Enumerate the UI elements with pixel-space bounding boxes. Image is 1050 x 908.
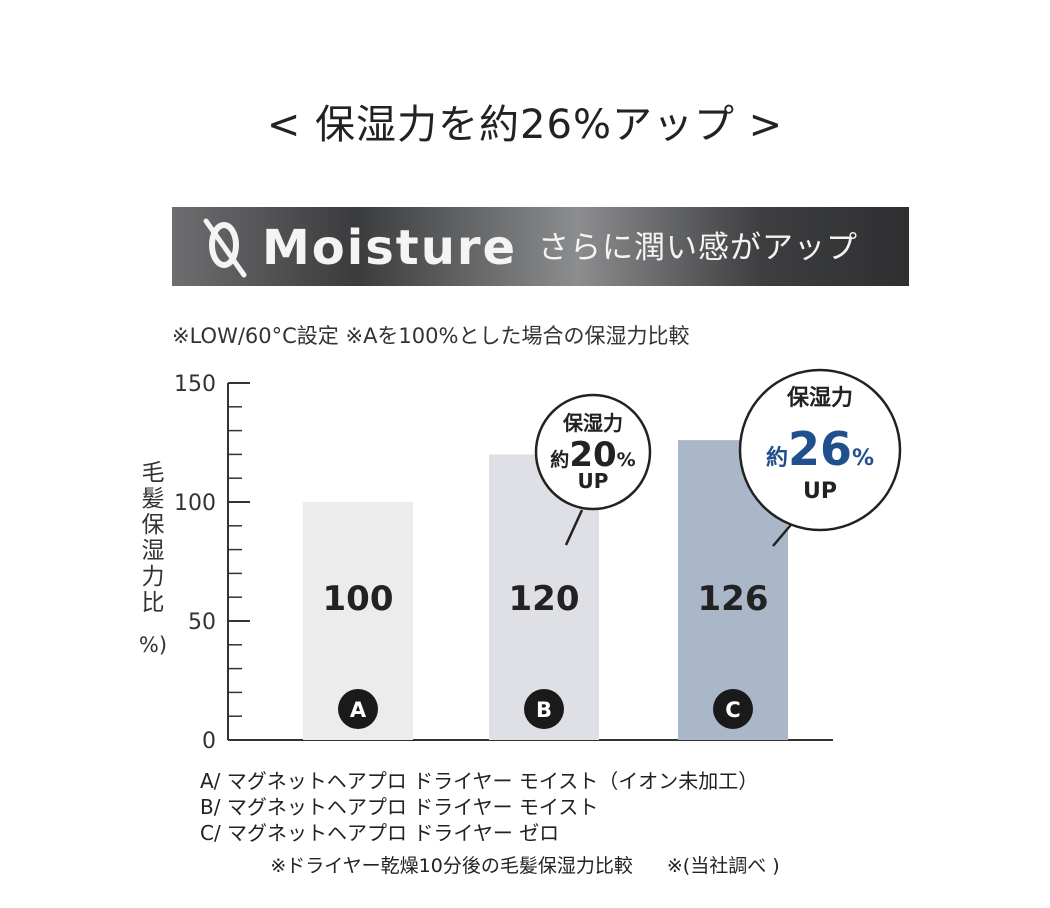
- footnote: ※ドライヤー乾燥10分後の毛髪保湿力比較 ※(当社調べ ): [0, 851, 1050, 878]
- y-axis-label-char: 湿: [142, 538, 165, 564]
- banner-title: Moisture: [262, 220, 518, 276]
- callout-suffix: UP: [578, 469, 609, 493]
- callout-value-line: 約20%: [550, 435, 635, 475]
- callout-unit: %: [852, 446, 874, 471]
- bar-value-label: 120: [509, 579, 580, 619]
- legend-item-c: C/ マグネットヘアプロ ドライヤー ゼロ: [200, 821, 560, 845]
- y-axis-label-unit: %): [139, 633, 167, 657]
- moisture-q-logo-icon: [203, 218, 247, 278]
- callout-value: 26: [788, 422, 852, 476]
- y-axis-label-char: 比: [142, 590, 165, 616]
- bar-value-label: 100: [323, 579, 394, 619]
- y-tick-label: 50: [188, 610, 216, 635]
- bar-value-label: 126: [698, 579, 769, 619]
- callout-unit: %: [617, 449, 636, 471]
- y-axis-label-char: 保: [142, 512, 165, 538]
- callout-prefix: 約: [550, 448, 569, 471]
- y-axis-label-char: 髪: [142, 486, 165, 512]
- moisture-banner: [172, 207, 909, 286]
- footnote-method: ※ドライヤー乾燥10分後の毛髪保湿力比較: [270, 855, 633, 877]
- category-label: A: [350, 698, 367, 722]
- y-axis-label-char: 力: [142, 564, 165, 590]
- callout-bubble: [534, 393, 652, 511]
- category-label: B: [536, 698, 552, 722]
- callout-value: 20: [569, 435, 616, 475]
- legend-item-b: B/ マグネットヘアプロ ドライヤー モイスト: [200, 795, 599, 819]
- callout-suffix: UP: [803, 479, 837, 504]
- headline: < 保湿力を約26%アップ >: [266, 102, 784, 148]
- callout-value-line: 約26%: [766, 422, 874, 476]
- condition-note: ※LOW/60°C設定 ※Aを100%とした場合の保湿力比較: [172, 324, 690, 348]
- y-tick-label: 100: [174, 491, 216, 516]
- y-tick-label: 150: [174, 372, 216, 397]
- banner-subtitle: さらに潤い感がアップ: [538, 230, 858, 266]
- callout-title: 保湿力: [786, 386, 853, 411]
- legend: A/ マグネットヘアプロ ドライヤー モイスト（イオン未加工） B/ マグネット…: [200, 768, 758, 846]
- callout-title: 保湿力: [562, 411, 623, 435]
- legend-item-a: A/ マグネットヘアプロ ドライヤー モイスト（イオン未加工）: [200, 769, 759, 793]
- callout-bubble: [738, 368, 902, 532]
- callout-prefix: 約: [766, 445, 788, 471]
- category-badge-circle: [338, 689, 378, 729]
- category-label: C: [725, 698, 740, 722]
- category-badge-circle: [713, 689, 753, 729]
- callout-pointer: [564, 509, 584, 546]
- y-axis-label-char: 毛: [142, 460, 165, 486]
- y-tick-label: 0: [202, 729, 216, 754]
- category-badge-circle: [524, 689, 564, 729]
- footnote-source: ※(当社調べ ): [666, 855, 780, 877]
